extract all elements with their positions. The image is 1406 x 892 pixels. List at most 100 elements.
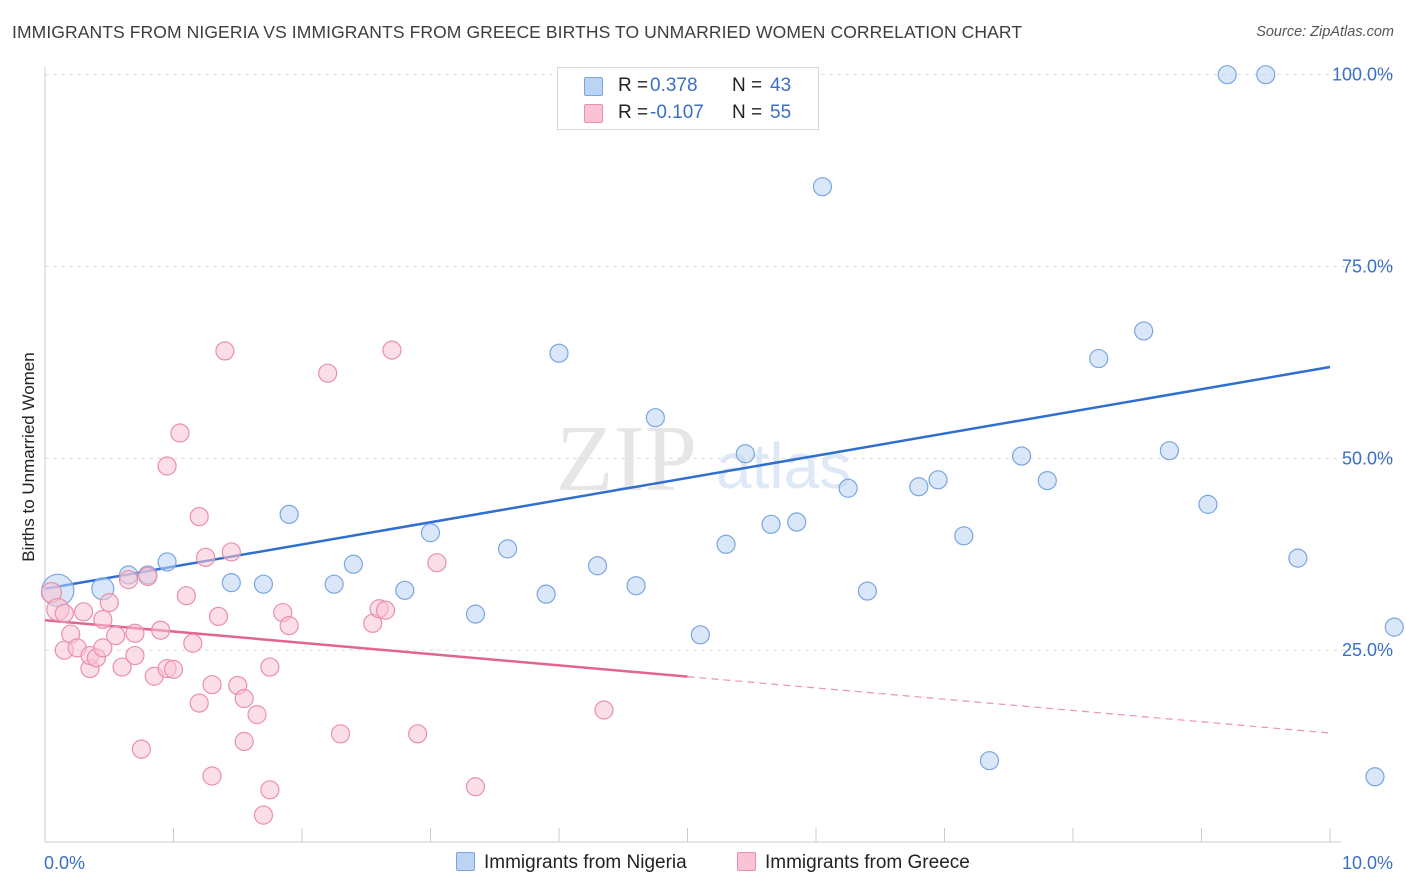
point-greece [427,553,447,573]
point-greece [106,625,126,646]
watermark-atlas: atlas [716,430,851,502]
point-greece [112,657,132,677]
legend-n-label: N = [732,75,763,96]
point-greece [260,780,280,800]
point-nigeria [735,444,755,464]
point-nigeria [979,751,1000,771]
series-legend: Immigrants from Nigeria Immigrants from … [0,852,1406,878]
legend-row-nigeria: R = 0.378 N = 43 [558,74,818,100]
y-axis-label: Births to Unmarried Women [19,352,38,561]
point-greece [594,700,614,720]
point-greece [196,547,216,567]
point-nigeria [812,177,833,197]
point-nigeria [498,539,518,559]
point-greece [125,623,145,643]
point-nigeria [1037,470,1057,491]
legend-row-greece: R = -0.107 N = 55 [558,101,818,127]
point-greece [260,657,280,677]
point-nigeria [1011,446,1032,466]
point-nigeria [549,343,569,363]
x-axis-ticks [44,828,1331,842]
point-greece [93,638,113,658]
point-nigeria [587,556,608,576]
point-greece [125,645,145,666]
point-nigeria [1217,65,1237,85]
point-nigeria [1089,348,1109,369]
point-nigeria [221,573,241,593]
point-nigeria [279,504,299,524]
legend-item-greece: Immigrants from Greece [737,852,970,874]
point-greece [247,705,267,725]
legend-swatch-nigeria [584,77,603,96]
legend-r-value: 0.378 [650,75,698,96]
point-nigeria [324,574,344,594]
point-nigeria [1288,548,1308,568]
point-greece [131,739,151,759]
point-greece [375,600,396,620]
gridlines [45,74,1393,651]
watermark-zip: ZIP [556,407,697,511]
legend-item-nigeria: Immigrants from Nigeria [456,852,687,874]
point-greece [99,592,119,613]
x-tick-label-min: 0.0% [44,853,85,873]
point-nigeria [1159,441,1179,461]
point-nigeria [690,625,710,645]
point-nigeria [1256,65,1276,85]
point-greece [138,566,158,587]
y-tick-label: 50.0% [1342,448,1393,468]
x-tick-label-max: 10.0% [1342,853,1393,873]
y-tick-label: 25.0% [1342,640,1393,660]
point-greece [221,542,241,562]
point-greece [318,363,338,383]
point-greece [157,456,177,476]
point-greece [54,603,74,623]
point-nigeria [253,574,274,594]
point-greece [215,341,235,361]
point-greece [189,693,209,713]
legend-r-value: -0.107 [650,102,704,123]
legend-n-value: 43 [770,75,792,96]
legend-n-value: 55 [770,102,792,123]
legend-r-label: R = [618,75,649,96]
point-nigeria [954,526,974,546]
chart-title: IMMIGRANTS FROM NIGERIA VS IMMIGRANTS FR… [12,22,1023,42]
point-greece [189,507,209,527]
point-nigeria [716,534,736,554]
point-nigeria [343,554,363,574]
point-greece [465,777,486,797]
point-nigeria [420,523,441,543]
legend-label-nigeria: Immigrants from Nigeria [484,852,687,873]
trend-line-nigeria [44,365,1331,591]
point-greece [176,586,196,606]
point-greece [93,609,113,630]
source-credit: Source: ZipAtlas.com [1256,24,1394,40]
legend-swatch-greece [584,104,603,123]
point-nigeria [626,576,646,596]
point-nigeria [787,512,807,532]
point-greece [183,633,203,653]
point-greece [253,805,274,825]
legend-swatch-greece [737,852,756,871]
legend-swatch-nigeria [456,852,475,871]
y-tick-label: 75.0% [1342,257,1393,277]
point-nigeria [1365,767,1385,787]
point-greece [208,606,229,627]
y-axis-tick-labels: 25.0% 50.0% 75.0% 100.0% [1332,65,1393,660]
point-nigeria [395,580,415,600]
correlation-legend: R = 0.378 N = 43 R = -0.107 N = 55 [557,67,819,130]
point-nigeria [838,478,858,498]
point-nigeria [645,408,665,428]
point-greece [382,340,402,360]
point-nigeria [1198,494,1218,514]
point-greece [151,620,171,640]
point-greece [202,675,222,695]
point-nigeria [857,581,878,601]
point-greece [234,731,254,752]
point-greece [118,569,139,590]
point-greece [408,724,428,744]
y-tick-label: 100.0% [1332,65,1393,85]
point-greece [202,766,222,786]
point-nigeria [909,477,929,497]
point-nigeria [1384,617,1404,637]
point-nigeria [157,552,177,572]
